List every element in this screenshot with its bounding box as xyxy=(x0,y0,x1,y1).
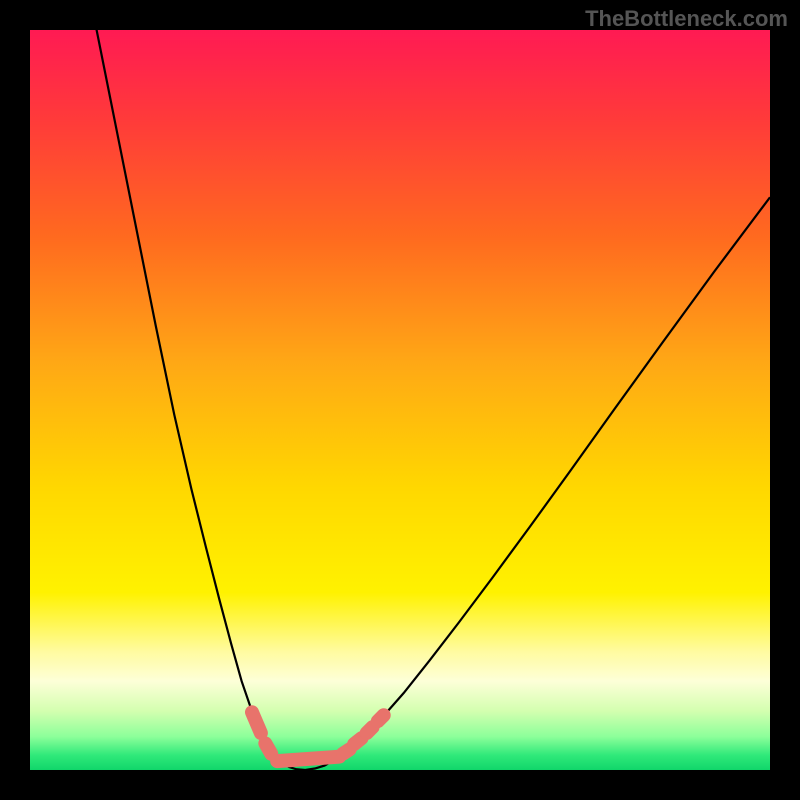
marker-group xyxy=(252,712,384,761)
chart-svg xyxy=(30,30,770,770)
marker-segment xyxy=(343,749,350,753)
marker-segment xyxy=(378,715,384,721)
marker-segment xyxy=(265,743,271,753)
marker-segment xyxy=(277,757,339,761)
marker-segment xyxy=(367,727,373,733)
plot-area xyxy=(30,30,770,770)
bottleneck-curve xyxy=(89,30,770,770)
marker-segment xyxy=(252,712,261,733)
watermark-text: TheBottleneck.com xyxy=(585,6,788,32)
marker-segment xyxy=(354,738,361,744)
